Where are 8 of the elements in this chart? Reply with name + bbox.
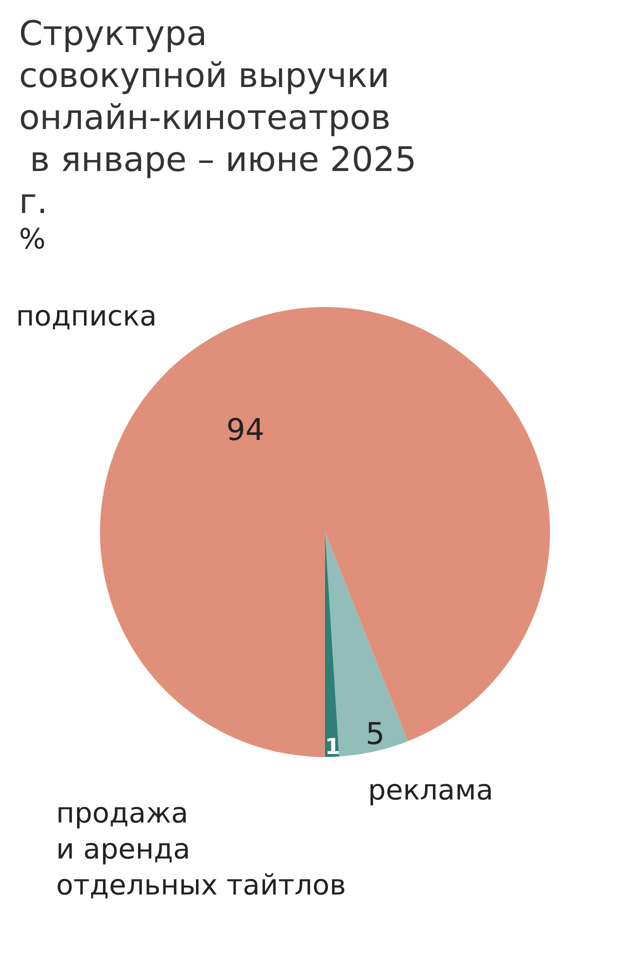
chart-subtitle: % [19, 222, 46, 256]
slice-label: подписка [16, 300, 157, 332]
data-label: 94 [226, 413, 264, 448]
chart-title: Структура совокупной выручки онлайн-кинотеатров в январе – июне 2025 г. [19, 14, 428, 222]
data-label: 5 [366, 717, 385, 752]
slice-label: продажа и аренда отдельных тайтлов [56, 796, 346, 902]
data-label: 1 [324, 734, 340, 760]
slice-label: реклама [368, 774, 494, 806]
